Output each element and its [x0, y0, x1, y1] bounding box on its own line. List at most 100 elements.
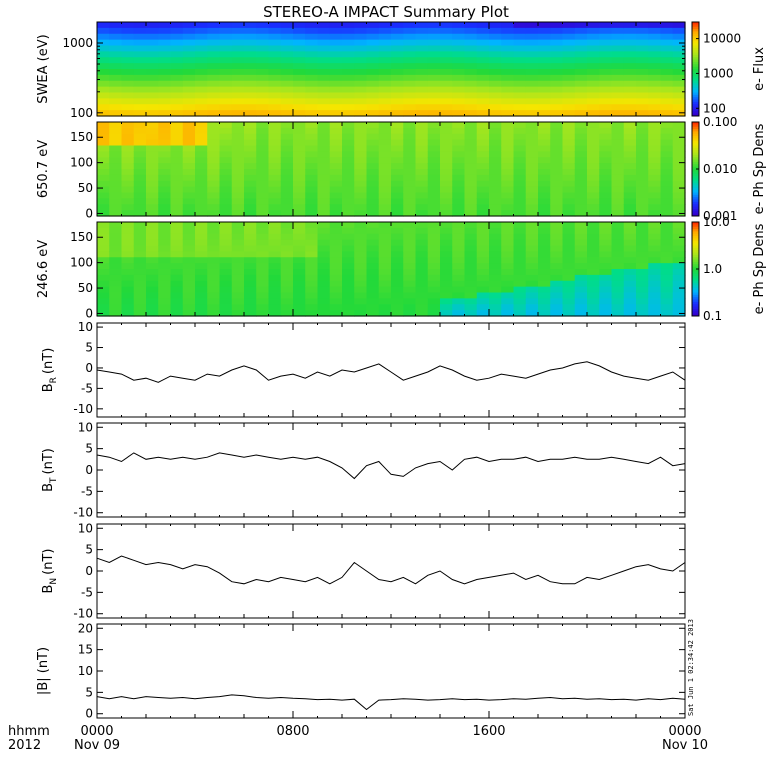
pad246-cell: [244, 233, 257, 241]
pad650-cell: [133, 139, 147, 147]
pad246-cell: [525, 263, 539, 270]
swea-cell: [366, 86, 380, 94]
pad246-cell: [501, 298, 515, 305]
colorbar-cell: [692, 306, 699, 310]
pad650-cell: [293, 127, 306, 135]
pad246-cell: [599, 251, 613, 258]
pad246-cell: [133, 222, 147, 229]
swea-cell: [378, 69, 392, 76]
swea-cell: [244, 98, 257, 105]
pad650-cell: [182, 180, 196, 188]
swea-cell: [305, 80, 319, 88]
pad650-cell: [513, 127, 527, 135]
swea-cell: [133, 110, 147, 117]
pad246-cell: [427, 222, 441, 229]
pad650-cell: [464, 127, 478, 135]
swea-cell: [305, 92, 319, 99]
pad650-cell: [305, 180, 319, 188]
pad246-cell: [623, 304, 637, 311]
pad246-cell: [231, 222, 245, 229]
y-tick-label: -10: [73, 607, 93, 621]
colorbar-cell: [692, 111, 699, 115]
swea-cell: [391, 110, 404, 117]
swea-cell: [587, 69, 600, 76]
swea-cell: [195, 86, 208, 94]
pad246-cell: [599, 274, 613, 282]
swea-cell: [513, 33, 527, 41]
swea-cell: [305, 39, 319, 47]
pad650-cell: [121, 210, 135, 217]
pad650-cell: [476, 133, 490, 141]
pad650-cell: [158, 198, 172, 205]
pad650-cell: [366, 133, 380, 141]
swea-cell: [354, 110, 368, 117]
pad246-cell: [342, 257, 355, 264]
pad650-cell: [219, 157, 233, 164]
pad246-cell: [97, 227, 110, 235]
pad650-cell: [636, 157, 649, 164]
swea-cell: [562, 27, 576, 35]
pad650-cell: [317, 192, 331, 199]
pad246-cell: [280, 263, 294, 270]
pad650-cell: [574, 127, 588, 135]
swea-cell: [342, 104, 355, 111]
pad246-cell: [538, 269, 551, 276]
pad246-cell: [636, 274, 649, 282]
pad650-cell: [207, 180, 221, 188]
pad246-cell: [158, 280, 172, 288]
pad650-cell: [317, 157, 331, 164]
pad246-cell: [378, 274, 392, 282]
colorbar-cell: [692, 64, 699, 68]
pad246-cell: [427, 245, 441, 252]
pad246-cell: [611, 304, 625, 311]
colorbar-cell: [692, 247, 699, 251]
pad650-cell: [97, 163, 110, 170]
pad246-cell: [354, 280, 368, 288]
pad650-cell: [133, 174, 147, 182]
pad246-cell: [207, 257, 221, 264]
pad246-cell: [562, 222, 576, 229]
pad650-cell: [268, 139, 282, 147]
swea-cell: [574, 69, 588, 76]
pad650-cell: [587, 127, 600, 135]
swea-cell: [342, 92, 355, 99]
swea-cell: [501, 80, 515, 88]
swea-cell: [562, 80, 576, 88]
pad246-cell: [219, 263, 233, 270]
pad246-cell: [121, 227, 135, 235]
colorbar-cell: [692, 43, 699, 46]
pad246-cell: [452, 245, 466, 252]
pad650-cell: [574, 122, 588, 129]
pad246-cell: [562, 292, 576, 299]
swea-cell: [611, 39, 625, 47]
pad650-cell: [133, 133, 147, 141]
pad650-cell: [182, 122, 196, 129]
pad650-cell: [170, 163, 184, 170]
y-tick-label: 15: [78, 643, 93, 657]
pad650-cell: [452, 145, 466, 152]
pad246-cell: [648, 304, 662, 311]
y-tick-label: 150: [70, 230, 93, 244]
pad650-cell: [207, 174, 221, 182]
pad650-cell: [146, 186, 159, 194]
pad650-cell: [403, 198, 417, 205]
pad246-cell: [146, 280, 159, 288]
timestamp-stamp: Sat Jun 1 02:34:42 2013: [687, 619, 695, 716]
swea-cell: [146, 98, 159, 105]
colorbar-cell: [692, 236, 699, 239]
swea-cell: [256, 110, 270, 117]
pad246-cell: [599, 280, 613, 288]
swea-cell: [305, 51, 319, 58]
pad246-cell: [342, 269, 355, 276]
colorbar-cell: [692, 133, 699, 137]
pad246-cell: [476, 222, 490, 229]
pad650-cell: [574, 204, 588, 211]
pad246-cell: [403, 280, 417, 288]
pad246-cell: [501, 257, 515, 264]
pad246-cell: [268, 286, 282, 294]
pad246-cell: [660, 233, 674, 241]
pad246-cell: [476, 280, 490, 288]
pad246-cell: [538, 292, 551, 299]
pad246-cell: [158, 257, 172, 264]
pad650-cell: [378, 127, 392, 135]
